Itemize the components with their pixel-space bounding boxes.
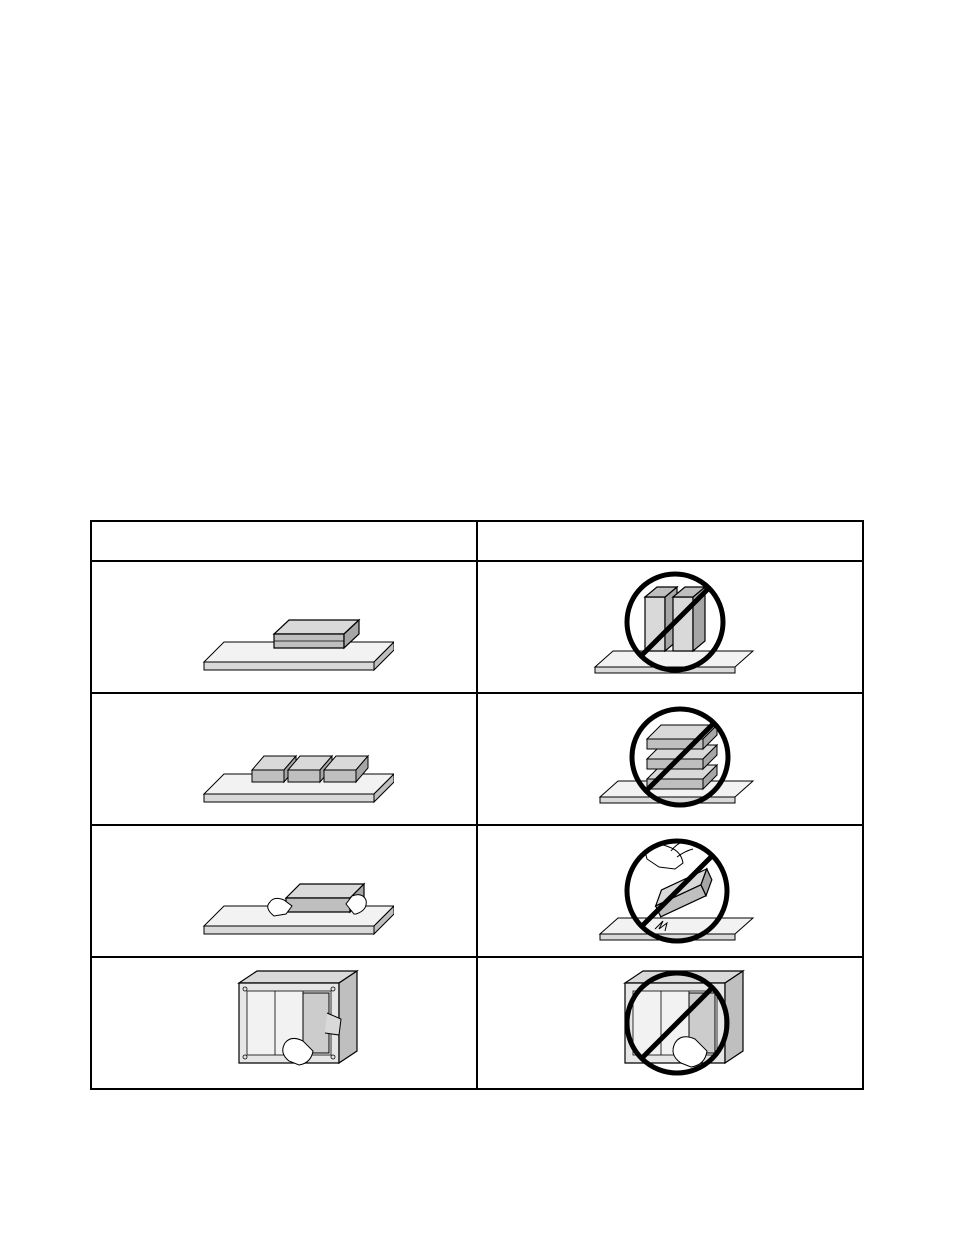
- table-row: [91, 825, 863, 957]
- page: [0, 0, 954, 1150]
- cell-correct-4: [91, 957, 477, 1089]
- handling-table: [90, 520, 864, 1090]
- header-correct: [91, 521, 477, 561]
- table-row: [91, 957, 863, 1089]
- cell-incorrect-3: [477, 825, 863, 957]
- cell-correct-3: [91, 825, 477, 957]
- header-incorrect: [477, 521, 863, 561]
- hand-inserting-drive-icon: [199, 963, 369, 1083]
- cell-incorrect-2: [477, 693, 863, 825]
- single-drive-flat-icon: [174, 572, 394, 682]
- hands-sliding-drive-icon: [174, 836, 394, 946]
- hand-dropping-drive-prohibited-icon: [585, 829, 755, 954]
- drives-upright-prohibited-icon: [585, 567, 755, 687]
- table-header-row: [91, 521, 863, 561]
- three-drives-flat-icon: [174, 704, 394, 814]
- drives-stacked-prohibited-icon: [585, 699, 755, 819]
- table-row: [91, 561, 863, 693]
- table-row: [91, 693, 863, 825]
- cell-correct-1: [91, 561, 477, 693]
- cell-incorrect-1: [477, 561, 863, 693]
- cell-correct-2: [91, 693, 477, 825]
- hand-forcing-drive-prohibited-icon: [585, 963, 755, 1083]
- cell-incorrect-4: [477, 957, 863, 1089]
- content-area: [0, 0, 954, 1150]
